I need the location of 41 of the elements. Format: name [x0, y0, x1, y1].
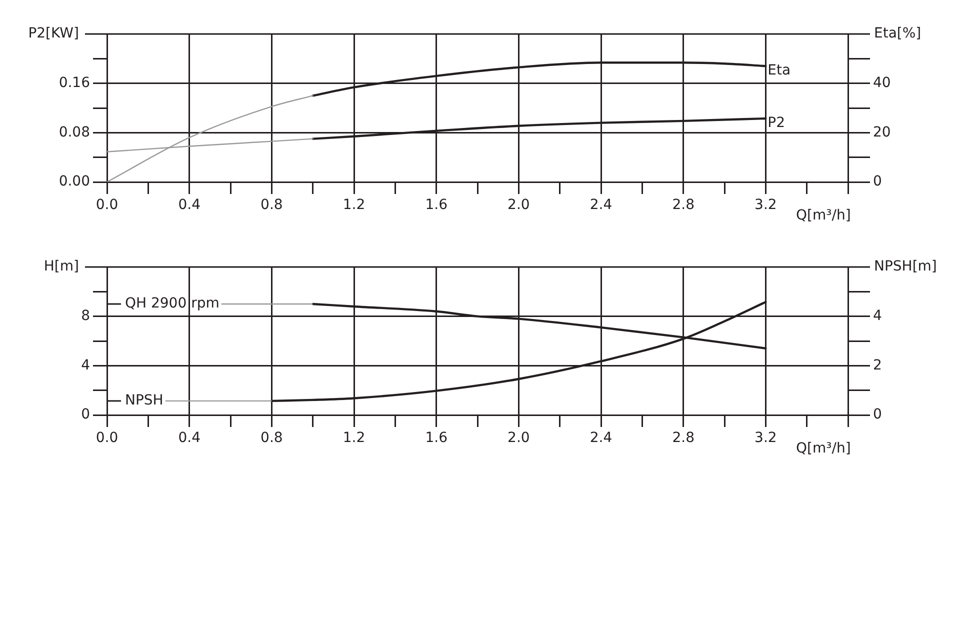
y2-axis-title: NPSH[m]	[874, 258, 937, 275]
y2-tick-label: 0	[873, 174, 882, 190]
y-axis-title: P2[KW]	[28, 26, 79, 42]
legend-label: QH 2900 rpm	[125, 296, 220, 312]
x-axis-title: Q[m³/h]	[796, 208, 851, 224]
x-tick-label: 0.4	[178, 430, 201, 446]
y2-tick-label: 2	[873, 357, 882, 374]
y-tick-label: 0	[81, 406, 90, 423]
x-tick-label: 0.0	[96, 430, 118, 446]
x-axis-title: Q[m³/h]	[796, 440, 851, 457]
y-tick-label: 4	[81, 357, 90, 374]
y2-tick-label: 4	[873, 308, 882, 324]
x-tick-label: 0.8	[260, 197, 283, 214]
x-tick-label: 0.4	[178, 197, 201, 214]
x-tick-label: 2.0	[508, 197, 530, 214]
y2-axis-title: Eta[%]	[874, 26, 922, 42]
y2-tick-label: 40	[873, 74, 891, 91]
legend-label: NPSH	[125, 392, 164, 409]
x-tick-label: 2.8	[672, 197, 694, 214]
x-tick-label: 2.4	[590, 197, 612, 214]
y2-tick-label: 0	[873, 406, 882, 423]
x-tick-label: 1.6	[425, 430, 448, 446]
series-label: Eta	[768, 62, 791, 79]
y-tick-label: 0.08	[58, 124, 90, 140]
series-label: P2	[768, 115, 786, 132]
x-tick-label: 3.2	[754, 197, 777, 214]
y-tick-label: 8	[81, 308, 90, 324]
x-tick-label: 1.2	[342, 197, 366, 214]
y-tick-label: 0.16	[58, 74, 90, 91]
x-tick-label: 2.0	[508, 430, 530, 446]
y-tick-label: 0.00	[58, 174, 90, 190]
y-axis-title: H[m]	[44, 258, 79, 275]
x-tick-label: 2.4	[590, 430, 612, 446]
x-tick-label: 3.2	[754, 430, 777, 446]
x-tick-label: 0.0	[96, 197, 118, 214]
y2-tick-label: 20	[873, 124, 891, 140]
line-series	[107, 95, 314, 182]
x-tick-label: 2.8	[672, 430, 694, 446]
x-tick-label: 0.8	[260, 430, 283, 446]
x-tick-label: 1.6	[425, 197, 448, 214]
x-tick-label: 1.2	[342, 430, 366, 446]
